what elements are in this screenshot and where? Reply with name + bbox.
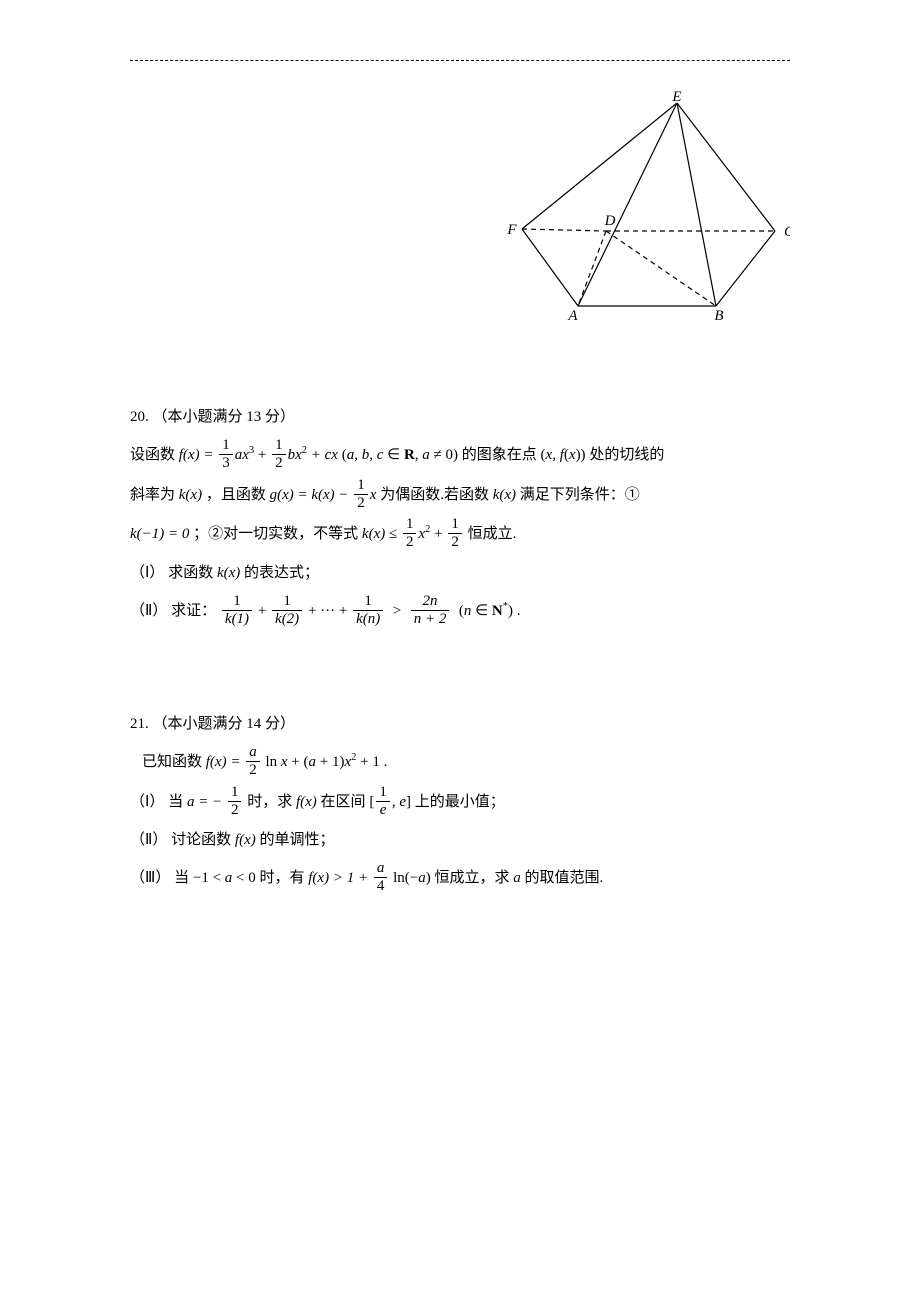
problem-20-heading: 20. （本小题满分 13 分） [130,401,790,434]
problem-21: 21. （本小题满分 14 分） 已知函数 f(x) = a2 ln x + (… [130,708,790,897]
geometry-figure: E F D C A B [130,91,790,341]
label-F: F [506,222,517,238]
label-E: E [671,91,681,105]
p20-part2: （Ⅱ） 求证： 1k(1) + 1k(2) + ··· + 1k(n) > 2n… [130,594,790,630]
problem-points: （本小题满分 14 分） [153,716,296,732]
p21-part2: （Ⅱ） 讨论函数 f(x) 的单调性； [130,824,790,857]
pyramid-diagram: E F D C A B [500,91,790,321]
problem-number: 21. [130,716,149,732]
p21-part3: （Ⅲ） 当 −1 < a < 0 时，有 f(x) > 1 + a4 ln(−a… [130,861,790,897]
problem-number: 20. [130,409,149,425]
page-rule [130,60,790,61]
p20-line1: 设函数 f(x) = 13ax3 + 12bx2 + cx (a, b, c ∈… [130,438,790,474]
label-B: B [714,308,723,321]
p20-line3: k(−1) = 0 ；②对一切实数，不等式 k(x) ≤ 12x2 + 12 恒… [130,517,790,553]
p20-part1: （Ⅰ） 求函数 k(x) 的表达式； [130,557,790,590]
p20-line2: 斜率为 k(x) ，且函数 g(x) = k(x) − 12x 为偶函数.若函数… [130,478,790,514]
label-C: C [784,224,790,240]
label-A: A [567,308,578,321]
label-D: D [604,213,616,229]
p21-setup: 已知函数 f(x) = a2 ln x + (a + 1)x2 + 1 . [142,745,790,781]
problem-20: 20. （本小题满分 13 分） 设函数 f(x) = 13ax3 + 12bx… [130,401,790,629]
problem-points: （本小题满分 13 分） [153,409,296,425]
problem-21-heading: 21. （本小题满分 14 分） [130,708,790,741]
p21-part1: （Ⅰ） 当 a = − 12 时，求 f(x) 在区间 [1e, e] 上的最小… [130,785,790,821]
